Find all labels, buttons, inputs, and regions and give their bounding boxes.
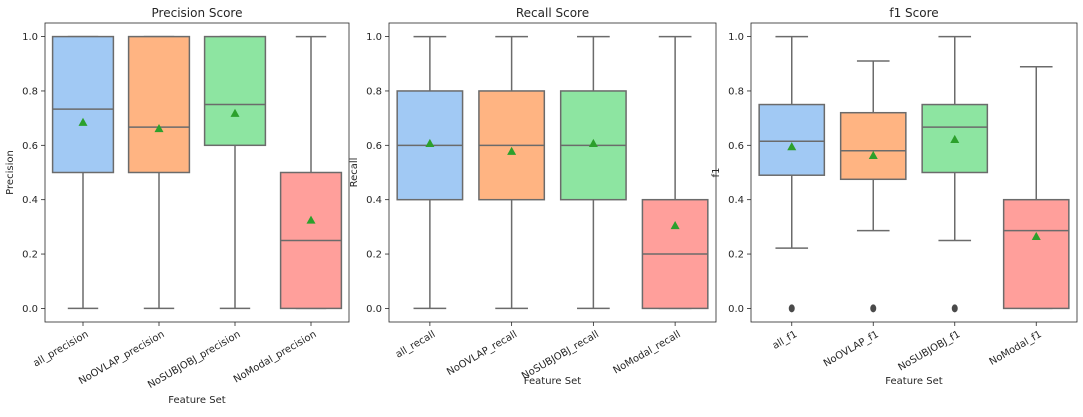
x-tick-label: all_recall: [394, 329, 438, 360]
box-NoOVLAP_recall: [478, 35, 546, 310]
box-NoModal_recall: [641, 35, 709, 310]
outlier-point: [870, 304, 877, 313]
box-all_recall: [396, 35, 464, 310]
x-axis-label: Feature Set: [885, 376, 942, 387]
y-tick-label: 0.0: [22, 304, 38, 315]
box-body: [758, 103, 826, 176]
chart-panel-2: Recall Score 0.0 0.2 0.4 0.6 0.8 1.0 all_recall…: [349, 6, 717, 387]
box-all_precision: [51, 35, 115, 310]
mean-marker: [154, 123, 164, 133]
y-tick-label: 0.4: [366, 195, 382, 206]
x-axis-label: Feature Set: [524, 376, 581, 387]
outlier-point: [951, 304, 958, 313]
box-body: [127, 35, 191, 174]
x-tick-label: all_f1: [771, 329, 800, 352]
mean-marker: [588, 138, 598, 148]
box-NoOVLAP_f1: [839, 60, 907, 313]
y-tick-label: 1.0: [366, 32, 382, 43]
chart-title: Precision Score: [152, 6, 243, 20]
mean-marker: [950, 134, 960, 143]
x-tick-label: NoSUBJOBJ_recall: [520, 329, 601, 382]
y-axis-label: f1: [711, 168, 722, 178]
mean-marker: [230, 108, 240, 117]
box-body: [839, 111, 907, 181]
y-tick-label: 0.4: [22, 195, 38, 206]
box-NoSUBJOBJ_f1: [921, 35, 989, 313]
x-tick-label: NoModal_precision: [232, 329, 319, 385]
y-tick-label: 0.8: [22, 86, 38, 97]
box-body: [51, 35, 115, 174]
chart-title: f1 Score: [889, 6, 938, 20]
x-tick-label: all_precision: [31, 329, 90, 369]
y-tick-label: 0.0: [366, 304, 382, 315]
y-axis-label: Precision: [5, 150, 16, 195]
chart-panel-1: Precision Score 0.0 0.2 0.4 0.6 0.8 1.0 all_pre…: [5, 6, 350, 406]
y-tick-label: 0.8: [366, 86, 382, 97]
y-tick-label: 1.0: [22, 32, 38, 43]
mean-marker: [78, 117, 88, 126]
chart-title: Recall Score: [516, 6, 589, 20]
box-body: [1002, 198, 1070, 310]
outlier-point: [788, 304, 795, 313]
box-NoModal_f1: [1002, 66, 1070, 310]
box-NoSUBJOBJ_precision: [203, 35, 267, 310]
mean-marker: [507, 146, 517, 155]
x-tick-label: NoModal_f1: [988, 329, 1044, 368]
axes-frame: [44, 22, 350, 323]
y-tick-label: 0.2: [366, 250, 382, 261]
y-tick-label: 0.8: [728, 86, 744, 97]
axes-frame: [750, 22, 1078, 323]
y-tick-label: 0.2: [22, 250, 38, 261]
x-axis-label: Feature Set: [168, 395, 225, 406]
mean-marker: [868, 150, 878, 159]
box-all_f1: [758, 35, 826, 313]
axes-frame: [388, 22, 717, 323]
box-NoOVLAP_precision: [127, 35, 191, 310]
y-axis-label: Recall: [349, 158, 360, 188]
mean-marker: [1031, 231, 1041, 240]
mean-marker: [787, 142, 797, 151]
y-tick-label: 0.4: [728, 195, 744, 206]
y-tick-label: 0.6: [22, 141, 38, 152]
mean-marker: [306, 215, 316, 224]
y-tick-label: 0.6: [728, 141, 744, 152]
y-tick-label: 0.0: [728, 304, 744, 315]
chart-panel-3: f1 Score 0.0 0.2 0.4 0.6 0.8 1.0 all_f1 NoOVLAP_…: [711, 6, 1078, 387]
x-tick-label: NoOVLAP_recall: [445, 329, 519, 378]
y-tick-label: 0.2: [728, 250, 744, 261]
box-NoModal_precision: [279, 35, 343, 310]
mean-marker: [425, 138, 435, 148]
x-tick-label: NoSUBJOBJ_f1: [896, 329, 962, 373]
box-NoSUBJOBJ_recall: [559, 35, 627, 310]
mean-marker: [670, 221, 680, 230]
y-tick-label: 1.0: [728, 32, 744, 43]
x-tick-label: NoModal_recall: [611, 329, 682, 376]
box-body: [203, 35, 267, 147]
y-tick-label: 0.6: [366, 141, 382, 152]
x-tick-label: NoOVLAP_f1: [822, 329, 881, 369]
